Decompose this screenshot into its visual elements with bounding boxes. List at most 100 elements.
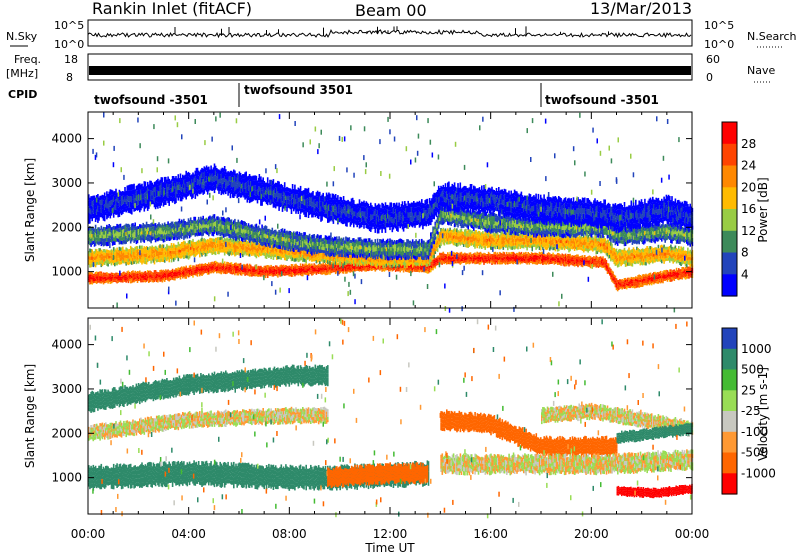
power-cell (253, 268, 255, 271)
power-cell (199, 268, 201, 272)
power-cell (348, 262, 351, 265)
power-cell (367, 269, 370, 272)
power-cell (185, 276, 187, 279)
power-cell (314, 266, 317, 269)
power-cell (197, 268, 200, 271)
power-cell (320, 267, 322, 270)
power-cell (273, 268, 276, 271)
station-title: Rankin Inlet (fitACF) (92, 0, 252, 18)
power-cell (199, 273, 201, 277)
power-cell (274, 273, 277, 276)
power-cell (150, 275, 152, 277)
power-cell (171, 275, 174, 278)
power-cell (208, 272, 210, 275)
power-cell (126, 275, 129, 278)
power-cell (260, 265, 262, 268)
power-cell (322, 264, 324, 268)
power-cell (348, 264, 351, 267)
power-cell (327, 267, 329, 270)
power-cell (188, 265, 191, 268)
power-cell (348, 266, 351, 269)
power-cell (289, 274, 292, 277)
power-cell (114, 273, 116, 276)
power-cell (144, 275, 147, 278)
power-cell (425, 268, 428, 271)
power-cell (303, 266, 305, 269)
power-cell (103, 274, 106, 277)
power-cell (323, 270, 326, 273)
power-cell (179, 277, 182, 280)
power-cell (172, 272, 175, 275)
power-cell (193, 265, 195, 268)
power-cell (379, 268, 381, 271)
power-cell (243, 270, 245, 273)
power-cell (175, 272, 177, 275)
power-cell (294, 271, 296, 274)
power-cell (122, 280, 124, 283)
power-cell (179, 267, 182, 270)
power-cell (259, 274, 261, 277)
power-cell (286, 269, 288, 272)
power-cell (265, 267, 268, 270)
power-cell (233, 269, 235, 272)
power-cell (261, 272, 263, 274)
power-cell (315, 271, 318, 273)
power-cell (238, 265, 241, 268)
power-cell (329, 272, 331, 275)
power-cell (295, 270, 297, 273)
power-cell (144, 280, 147, 283)
power-cell (137, 273, 140, 276)
power-cell (235, 266, 237, 269)
power-cell (520, 251, 523, 255)
power-cell (116, 274, 118, 277)
power-cell (205, 264, 208, 266)
power-cell (244, 267, 246, 270)
power-cell (294, 266, 296, 270)
power-cell (302, 268, 304, 272)
power-cell (99, 273, 101, 277)
power-cell (234, 265, 236, 268)
power-cell (141, 273, 143, 276)
power-cell (107, 275, 109, 278)
power-cell (560, 263, 562, 266)
power-cell (161, 270, 164, 273)
power-cell (341, 268, 344, 272)
power-cell (218, 265, 220, 268)
power-cell (388, 264, 390, 267)
power-cell (311, 268, 313, 271)
cpid-segment-3: twofsound -3501 (545, 93, 659, 107)
power-cell (132, 275, 134, 278)
power-cell (266, 267, 269, 271)
power-cell (129, 274, 132, 277)
power-cell (97, 272, 99, 275)
power-cell (116, 279, 118, 282)
power-cell (322, 271, 324, 275)
power-cell (384, 268, 387, 271)
power-cell (383, 264, 386, 268)
power-cell (163, 277, 166, 280)
power-cell (330, 262, 332, 265)
power-cell (91, 272, 93, 275)
power-cell (112, 278, 115, 281)
power-cell (411, 268, 414, 271)
power-cell (94, 278, 97, 281)
power-cell (310, 268, 312, 271)
power-cell (150, 273, 152, 276)
power-cell (175, 268, 177, 271)
power-cell (144, 271, 147, 274)
power-data-area (88, 112, 694, 313)
power-cell (146, 276, 149, 279)
power-cell (153, 274, 156, 278)
power-cell (294, 264, 296, 267)
power-cell (148, 280, 150, 283)
power-cell (159, 270, 161, 273)
power-cell (327, 269, 329, 273)
power-cell (202, 272, 204, 275)
power-cell (240, 269, 243, 272)
power-cell (321, 266, 323, 269)
power-cell (200, 270, 202, 273)
power-cell (290, 264, 293, 267)
power-cell (333, 262, 336, 265)
power-cell (343, 264, 346, 267)
